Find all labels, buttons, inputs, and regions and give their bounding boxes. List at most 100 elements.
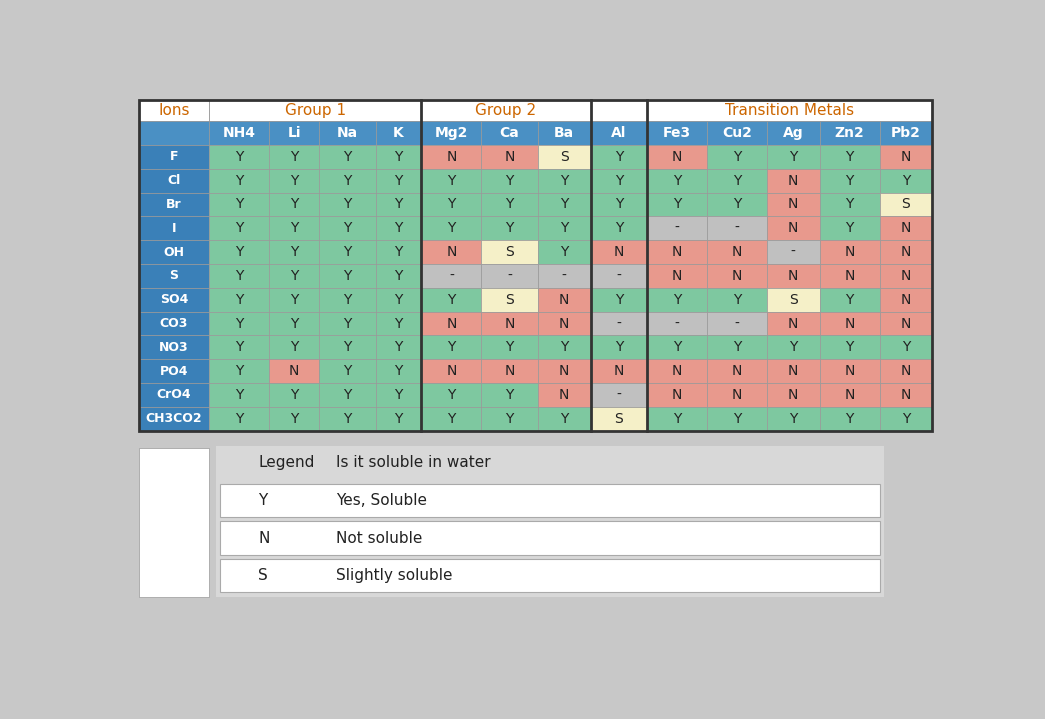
- Text: Y: Y: [291, 198, 299, 211]
- Bar: [421, 122, 482, 145]
- Bar: [482, 264, 538, 288]
- Text: Y: Y: [560, 412, 568, 426]
- Bar: [270, 336, 320, 360]
- Text: Y: Y: [394, 174, 402, 188]
- Bar: [590, 122, 647, 145]
- Text: Y: Y: [235, 150, 243, 164]
- Text: N: N: [901, 316, 911, 331]
- Bar: [376, 193, 421, 216]
- Text: -: -: [735, 221, 739, 235]
- Text: Y: Y: [902, 340, 910, 354]
- Text: N: N: [505, 150, 515, 164]
- Text: Y: Y: [235, 174, 243, 188]
- Bar: [819, 193, 880, 216]
- Text: Y: Y: [447, 198, 456, 211]
- Text: Y: Y: [506, 388, 514, 402]
- Bar: [706, 336, 767, 360]
- Bar: [767, 336, 819, 360]
- Bar: [932, 437, 940, 588]
- Text: Y: Y: [235, 412, 243, 426]
- Bar: [139, 311, 209, 336]
- Bar: [767, 169, 819, 193]
- Bar: [590, 288, 647, 311]
- Bar: [706, 145, 767, 169]
- Bar: [767, 122, 819, 145]
- Text: Y: Y: [447, 412, 456, 426]
- Text: Y: Y: [235, 293, 243, 307]
- Bar: [819, 169, 880, 193]
- Bar: [706, 311, 767, 336]
- Bar: [482, 240, 538, 264]
- Bar: [880, 336, 932, 360]
- Text: Li: Li: [287, 126, 301, 140]
- Text: Y: Y: [789, 340, 797, 354]
- Text: -: -: [617, 269, 621, 283]
- Text: Y: Y: [344, 198, 352, 211]
- Text: Y: Y: [506, 340, 514, 354]
- Text: Ca: Ca: [500, 126, 519, 140]
- Text: Y: Y: [447, 221, 456, 235]
- Bar: [590, 264, 647, 288]
- Bar: [767, 407, 819, 431]
- Bar: [880, 122, 932, 145]
- Text: Y: Y: [560, 198, 568, 211]
- Text: N: N: [788, 221, 798, 235]
- Bar: [590, 193, 647, 216]
- Bar: [270, 145, 320, 169]
- Text: N: N: [901, 245, 911, 259]
- Text: CO3: CO3: [160, 317, 188, 330]
- Text: Y: Y: [291, 150, 299, 164]
- Bar: [320, 169, 376, 193]
- Bar: [706, 193, 767, 216]
- Bar: [880, 216, 932, 240]
- Bar: [538, 193, 590, 216]
- Text: CH3CO2: CH3CO2: [145, 412, 203, 425]
- Bar: [880, 145, 932, 169]
- Bar: [538, 407, 590, 431]
- Bar: [819, 264, 880, 288]
- Text: Y: Y: [733, 174, 741, 188]
- Text: N: N: [732, 269, 742, 283]
- Text: Y: Y: [291, 388, 299, 402]
- Bar: [376, 122, 421, 145]
- Text: NH4: NH4: [223, 126, 256, 140]
- Text: -: -: [791, 245, 795, 259]
- Text: N: N: [844, 245, 855, 259]
- Bar: [219, 521, 880, 554]
- Text: -: -: [617, 316, 621, 331]
- Bar: [880, 264, 932, 288]
- Bar: [880, 169, 932, 193]
- Bar: [767, 193, 819, 216]
- Bar: [819, 145, 880, 169]
- Text: Y: Y: [344, 412, 352, 426]
- Bar: [482, 169, 538, 193]
- Bar: [139, 122, 209, 145]
- Bar: [647, 264, 706, 288]
- Bar: [706, 360, 767, 383]
- Bar: [270, 264, 320, 288]
- Text: Y: Y: [560, 245, 568, 259]
- Text: K: K: [393, 126, 404, 140]
- Bar: [590, 240, 647, 264]
- Text: Y: Y: [344, 293, 352, 307]
- Text: N: N: [844, 269, 855, 283]
- Bar: [590, 169, 647, 193]
- Text: Y: Y: [673, 174, 681, 188]
- Bar: [538, 216, 590, 240]
- Bar: [209, 264, 270, 288]
- Bar: [209, 216, 270, 240]
- Bar: [139, 240, 209, 264]
- Bar: [706, 383, 767, 407]
- Bar: [376, 383, 421, 407]
- Bar: [819, 336, 880, 360]
- Text: -: -: [735, 316, 739, 331]
- Text: Y: Y: [673, 412, 681, 426]
- Text: Y: Y: [394, 340, 402, 354]
- Text: N: N: [901, 269, 911, 283]
- Bar: [880, 383, 932, 407]
- Text: Ag: Ag: [783, 126, 804, 140]
- Text: Fe3: Fe3: [663, 126, 691, 140]
- Text: Y: Y: [394, 221, 402, 235]
- Text: Y: Y: [506, 198, 514, 211]
- Bar: [819, 407, 880, 431]
